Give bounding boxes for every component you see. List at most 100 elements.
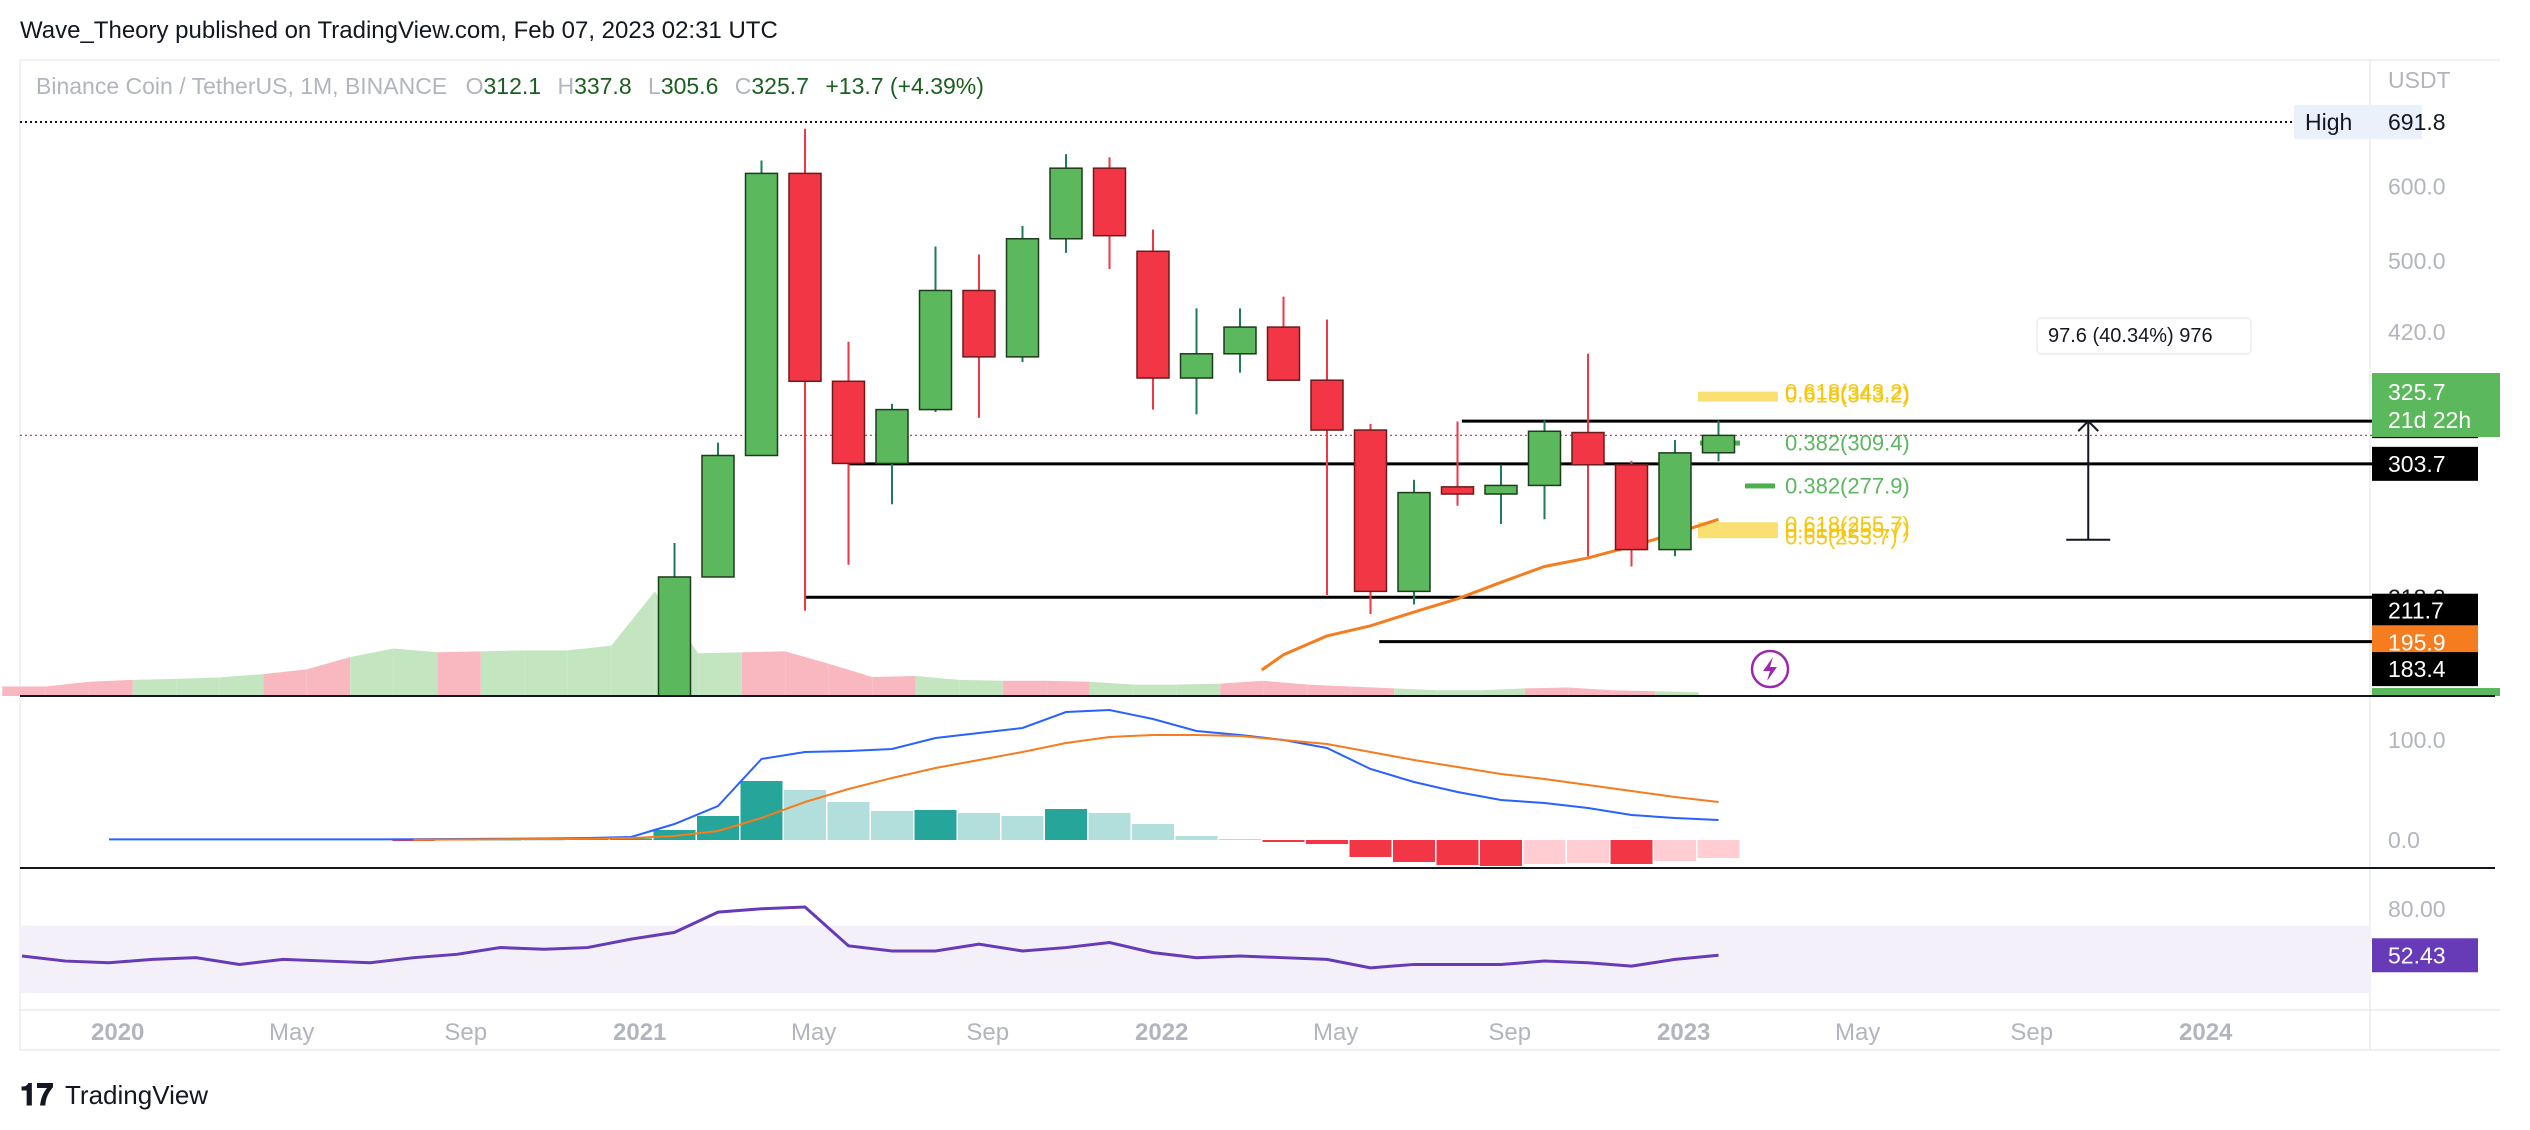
currency-label: USDT (2388, 67, 2451, 93)
time-tick-label: May (1313, 1019, 1358, 1046)
time-tick-label: 2024 (2179, 1019, 2233, 1046)
macd-histogram-bar (1436, 840, 1479, 865)
candle-up (1701, 434, 1736, 454)
rsi-band (20, 925, 2370, 994)
low-value: 305.6 (661, 73, 719, 99)
close-label: C (735, 73, 752, 99)
volume-layer (2, 591, 1699, 696)
macd-histogram-bar (827, 802, 870, 840)
moving-average-line (1260, 517, 1719, 672)
candle-up (657, 576, 692, 697)
volume-area-segment (915, 676, 960, 696)
candle-down (831, 380, 866, 465)
price-axis-label: 195.9 (2388, 629, 2446, 655)
macd-histogram-bar (697, 816, 739, 840)
macd-histogram-bar (1567, 840, 1609, 863)
rsi-line (21, 905, 1719, 970)
time-tick-label: 2020 (91, 1019, 144, 1046)
volume-area-segment (480, 650, 525, 696)
tradingview-logo-icon: 𝟏𝟕 (20, 1079, 54, 1112)
rsi-last-label-bg (2372, 938, 2478, 973)
fib-label: 0.618(343.2) (1785, 383, 1910, 408)
lightning-glyph (1763, 657, 1777, 681)
time-tick-label: Sep (2010, 1019, 2053, 1046)
candle-up (1658, 452, 1692, 551)
macd-histogram-bar (1045, 809, 1087, 840)
time-tick-label: 2023 (1657, 1019, 1710, 1046)
fib-label: 0.618(255.7) (1785, 512, 1910, 537)
high-marker-label: High (2305, 109, 2352, 135)
candle-up (875, 408, 909, 465)
volume-area-segment (350, 648, 394, 696)
macd-histogram-bar (871, 811, 913, 840)
fib-lower-zone (1698, 522, 1778, 539)
volume-area-segment (176, 677, 220, 696)
macd-histogram-bar (1349, 840, 1392, 857)
volume-area-segment (1176, 683, 1221, 696)
macd-histogram-bar (1654, 840, 1696, 861)
price-axis-label: 183.4 (2388, 656, 2446, 682)
candle-down (1310, 379, 1344, 431)
candle-down (1092, 167, 1127, 237)
volume-area-segment (2, 686, 46, 696)
time-tick-label: May (269, 1019, 314, 1046)
published-text: Wave_Theory published on TradingView.com… (20, 17, 778, 44)
candle-down (788, 172, 822, 383)
fib-label: 0.382(277.9) (1785, 473, 1910, 498)
macd-histogram-bar (1306, 840, 1348, 844)
low-label: L (648, 73, 661, 99)
change-value: +13.7 (+4.39%) (825, 73, 984, 99)
macd-tick-label: 0.0 (2388, 827, 2420, 853)
candle-down (1353, 429, 1388, 593)
volume-area-segment (1089, 681, 1134, 696)
volume-area-segment (567, 645, 612, 696)
price-tick-label: 600.0 (2388, 174, 2446, 200)
fib-label: 0.618(343.2) (1785, 379, 1910, 404)
candle-up (744, 172, 779, 457)
volume-area-segment (1524, 687, 1569, 696)
volume-area-segment (1394, 688, 1438, 696)
last-price-value: 325.7 (2388, 379, 2446, 405)
volume-area-segment (785, 651, 829, 696)
macd-histogram-bar (1523, 840, 1566, 864)
macd-histogram-bar (1697, 840, 1740, 858)
fib-label: 0.382(309.4) (1785, 431, 1910, 456)
partial-volume-label (2372, 688, 2500, 696)
last-price-countdown: 21d 22h (2388, 407, 2471, 433)
fib-label: 0.618(255.7) (1785, 518, 1910, 543)
volume-area-segment (1350, 686, 1395, 696)
time-tick-label: May (1835, 1019, 1880, 1046)
symbol-legend[interactable]: Binance Coin / TetherUS, 1M, BINANCE O31… (36, 73, 984, 99)
volume-area-segment (1133, 684, 1177, 696)
time-tick-label: Sep (1488, 1019, 1531, 1046)
volume-area-segment (1046, 680, 1090, 696)
time-tick-label: May (791, 1019, 836, 1046)
volume-area-segment (828, 663, 873, 696)
candle-down (1136, 250, 1170, 379)
fib-green-mark (1745, 483, 1775, 489)
volume-area-segment (1263, 680, 1308, 696)
candle-up (1484, 484, 1518, 495)
volume-area-segment (1655, 691, 1699, 696)
macd-line (109, 708, 1719, 841)
price-axis-label-bg (2372, 593, 2478, 628)
volume-area-segment (741, 651, 786, 696)
macd-histogram-bar (392, 840, 435, 841)
volume-area-segment (1568, 687, 1612, 696)
volume-area-segment (45, 681, 90, 696)
time-tick-label: 2021 (613, 1019, 666, 1046)
open-value: 312.1 (483, 73, 541, 99)
candle-down (1266, 326, 1301, 381)
high-value: 337.8 (574, 73, 632, 99)
candle-up (1223, 326, 1257, 355)
price-axis-label: 211.7 (2388, 598, 2444, 624)
price-axis-label: 303.7 (2388, 451, 2446, 477)
volume-area-segment (698, 652, 742, 696)
macd-histogram-bar (1175, 836, 1218, 840)
high-label: H (557, 73, 574, 99)
time-tick-label: Sep (444, 1019, 487, 1046)
footer-brand[interactable]: TradingView (65, 1080, 208, 1110)
candle-up (1005, 238, 1040, 358)
volume-area-segment (1220, 680, 1264, 696)
